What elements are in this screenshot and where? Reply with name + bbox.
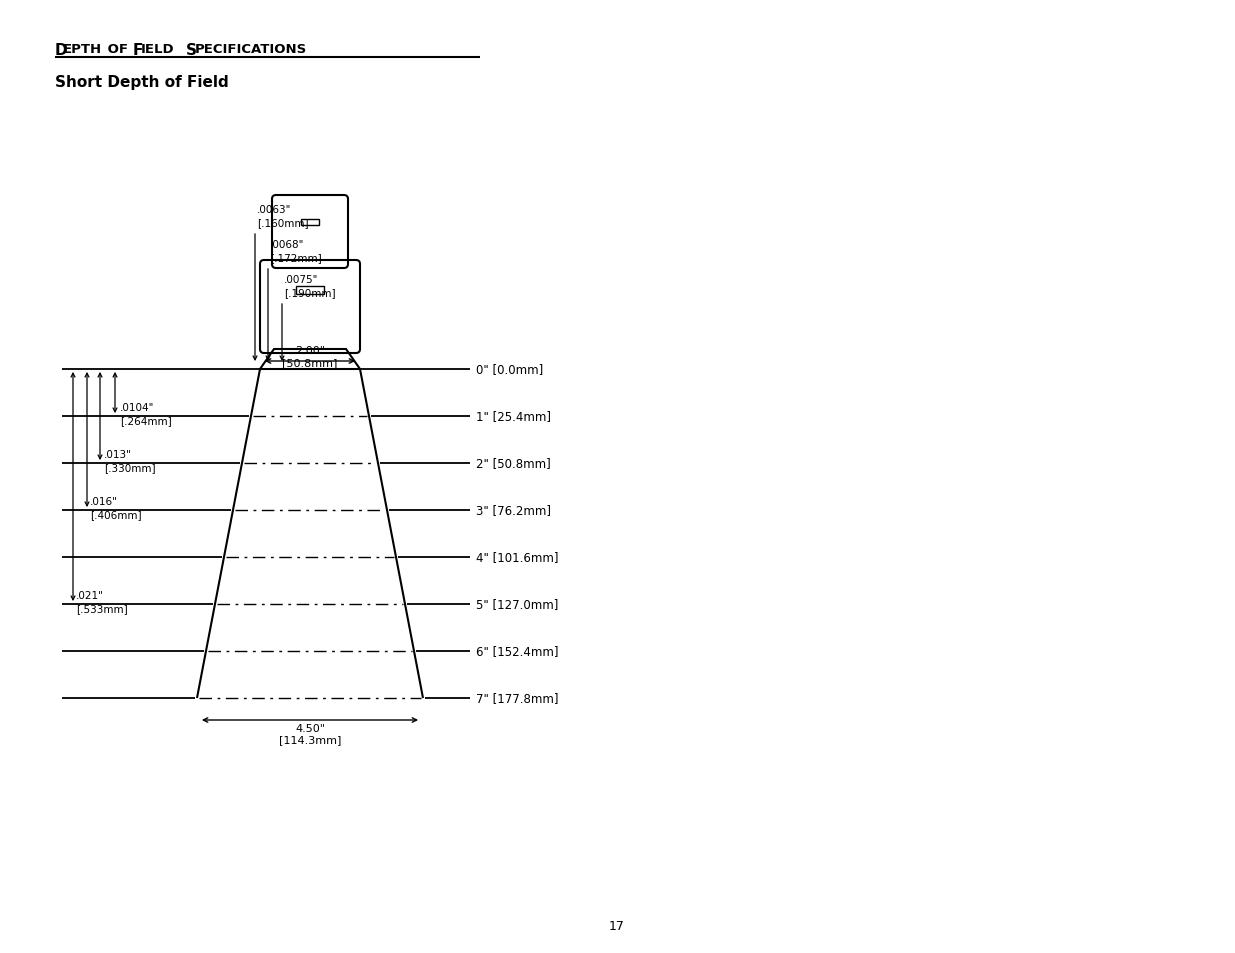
- Text: .021": .021": [77, 590, 104, 600]
- Text: .0068": .0068": [270, 240, 304, 250]
- Text: [114.3mm]: [114.3mm]: [279, 734, 341, 744]
- Text: 0" [0.0mm]: 0" [0.0mm]: [475, 363, 543, 376]
- Text: [.172mm]: [.172mm]: [270, 253, 322, 263]
- Text: F: F: [133, 43, 143, 58]
- Text: [.533mm]: [.533mm]: [77, 603, 127, 614]
- Text: .0075": .0075": [284, 274, 319, 285]
- Text: OF: OF: [103, 43, 132, 56]
- Text: .016": .016": [90, 497, 117, 506]
- Text: 4" [101.6mm]: 4" [101.6mm]: [475, 551, 558, 564]
- Text: D: D: [56, 43, 68, 58]
- Text: 2" [50.8mm]: 2" [50.8mm]: [475, 457, 551, 470]
- Text: .0063": .0063": [257, 205, 291, 214]
- Text: [.330mm]: [.330mm]: [104, 462, 156, 473]
- Text: 2.00": 2.00": [295, 346, 325, 355]
- Text: 5" [127.0mm]: 5" [127.0mm]: [475, 598, 558, 611]
- Text: 4.50": 4.50": [295, 723, 325, 733]
- Bar: [301, 220, 319, 226]
- Text: [.190mm]: [.190mm]: [284, 288, 336, 297]
- Bar: [296, 287, 324, 294]
- Text: 3" [76.2mm]: 3" [76.2mm]: [475, 504, 551, 517]
- Text: [.406mm]: [.406mm]: [90, 510, 142, 519]
- Text: 6" [152.4mm]: 6" [152.4mm]: [475, 645, 558, 658]
- Text: 1" [25.4mm]: 1" [25.4mm]: [475, 410, 551, 423]
- Text: [.264mm]: [.264mm]: [120, 416, 172, 426]
- Text: .013": .013": [104, 450, 132, 459]
- Text: EPTH: EPTH: [63, 43, 103, 56]
- Text: 7" [177.8mm]: 7" [177.8mm]: [475, 692, 558, 705]
- Text: [50.8mm]: [50.8mm]: [283, 357, 337, 368]
- Text: 17: 17: [609, 919, 625, 932]
- Text: Short Depth of Field: Short Depth of Field: [56, 75, 228, 90]
- Text: PECIFICATIONS: PECIFICATIONS: [195, 43, 308, 56]
- Text: [.160mm]: [.160mm]: [257, 218, 309, 228]
- Text: .0104": .0104": [120, 402, 154, 413]
- Text: IELD: IELD: [141, 43, 174, 56]
- Text: S: S: [186, 43, 198, 58]
